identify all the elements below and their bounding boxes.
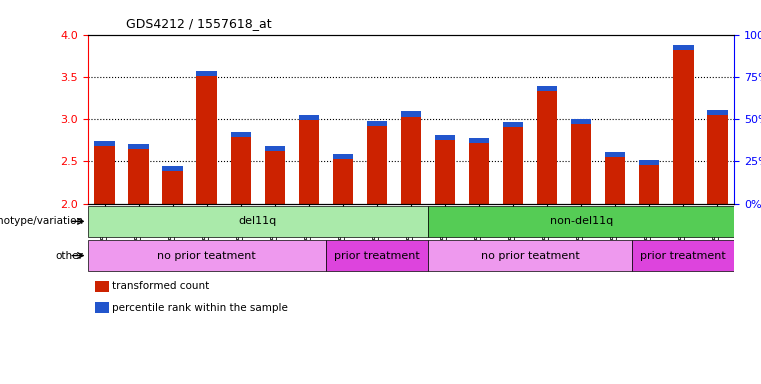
Bar <box>571 119 591 124</box>
Bar <box>639 160 660 165</box>
Text: transformed count: transformed count <box>112 281 209 291</box>
Bar <box>605 157 626 204</box>
Bar <box>435 135 455 140</box>
Bar <box>196 76 217 204</box>
Bar <box>196 71 217 76</box>
Bar <box>537 91 557 204</box>
Bar <box>469 143 489 204</box>
Bar <box>231 137 251 204</box>
Bar <box>367 121 387 126</box>
Bar <box>571 124 591 204</box>
Bar <box>503 127 524 204</box>
Text: non-del11q: non-del11q <box>549 216 613 227</box>
Bar <box>94 141 115 146</box>
Bar <box>231 132 251 137</box>
Text: prior treatment: prior treatment <box>334 250 420 261</box>
Bar <box>639 165 660 204</box>
Bar <box>162 171 183 204</box>
Bar <box>88 240 326 271</box>
Text: prior treatment: prior treatment <box>641 250 726 261</box>
Text: percentile rank within the sample: percentile rank within the sample <box>112 303 288 313</box>
Bar <box>94 146 115 204</box>
Bar <box>673 45 693 50</box>
Bar <box>428 206 734 237</box>
Bar <box>265 151 285 204</box>
Text: del11q: del11q <box>239 216 277 227</box>
Bar <box>435 140 455 204</box>
Bar <box>605 152 626 157</box>
Bar <box>367 126 387 204</box>
Bar <box>333 159 353 204</box>
Bar <box>673 50 693 204</box>
Text: no prior teatment: no prior teatment <box>481 250 579 261</box>
Bar <box>129 144 149 149</box>
Bar <box>333 154 353 159</box>
Bar <box>401 111 421 116</box>
Bar <box>265 146 285 151</box>
Bar <box>162 166 183 171</box>
Text: genotype/variation: genotype/variation <box>0 216 84 227</box>
Bar <box>503 122 524 127</box>
Bar <box>537 86 557 91</box>
Text: other: other <box>56 250 84 261</box>
Bar <box>326 240 428 271</box>
Bar <box>707 115 728 204</box>
Text: no prior teatment: no prior teatment <box>158 250 256 261</box>
Bar <box>632 240 734 271</box>
Bar <box>129 149 149 204</box>
Bar <box>401 116 421 204</box>
Text: GDS4212 / 1557618_at: GDS4212 / 1557618_at <box>126 17 271 30</box>
Bar <box>428 240 632 271</box>
Bar <box>298 120 319 204</box>
Bar <box>707 110 728 115</box>
Bar <box>469 137 489 143</box>
Bar <box>298 115 319 120</box>
Bar <box>88 206 428 237</box>
